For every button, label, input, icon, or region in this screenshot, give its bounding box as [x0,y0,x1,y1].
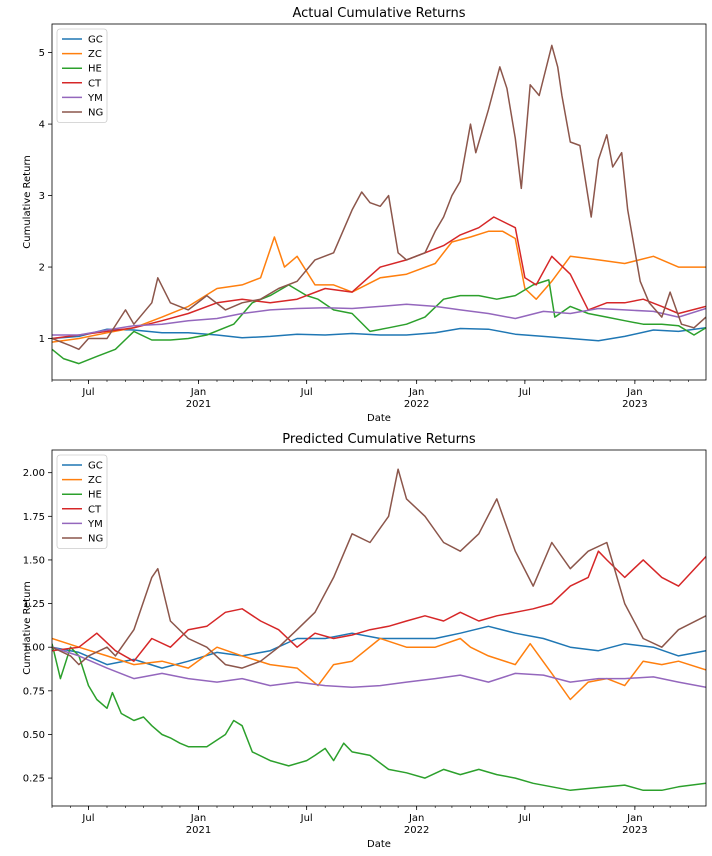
series-line-zc [52,637,706,701]
chart-title: Predicted Cumulative Returns [282,432,476,447]
legend-label: YM [87,93,103,104]
x-tick-label: Jan [626,813,642,824]
y-tick-label: 1.75 [23,512,45,523]
x-tick-label: Jul [300,387,313,398]
x-tick-label: Jan [190,387,206,398]
legend-label: HE [88,64,102,75]
x-tick-label: Jul [518,387,531,398]
legend-box [56,454,108,549]
legend-label: NG [88,534,103,545]
y-axis-label: Cumulative Return [22,155,33,248]
chart-title: Actual Cumulative Returns [292,6,465,21]
legend: GC ZC HE CT YM NG [56,28,108,123]
legend-label: GC [88,461,103,472]
x-tick-year-label: 2021 [186,399,211,410]
series-line-ng [52,468,706,669]
x-tick-label: Jul [81,387,94,398]
x-tick-label: Jul [518,813,531,824]
x-tick-year-label: 2022 [404,825,429,836]
y-tick-label: 5 [39,48,45,59]
y-tick-label: 1 [39,334,45,345]
x-tick-label: Jul [300,813,313,824]
x-tick-label: Jul [81,813,94,824]
y-tick-label: 1.00 [23,643,45,654]
series-line-ym [52,303,706,336]
series-line-ct [52,216,706,340]
x-tick-label: Jan [190,813,206,824]
series-line-ym [52,646,706,689]
series-line-ct [52,550,706,662]
series-line-ng [52,44,706,351]
x-tick-year-label: 2023 [622,399,647,410]
legend-label: YM [87,519,103,530]
series-line-he [52,279,706,365]
series-line-he [52,643,706,792]
legend-label: NG [88,108,103,119]
x-axis-label: Date [367,839,391,850]
x-tick-label: Jan [626,387,642,398]
x-tick-label: Jan [408,387,424,398]
y-tick-label: 3 [39,191,45,202]
x-tick-year-label: 2023 [622,825,647,836]
series-layer [52,468,706,792]
legend-box [56,28,108,123]
y-tick-label: 1.25 [23,599,45,610]
x-tick-label: Jan [408,813,424,824]
y-tick-label: 4 [39,120,45,131]
y-axis-label: Cumulative Return [22,581,33,674]
y-tick-label: 2 [39,263,45,274]
legend-label: ZC [88,475,102,486]
x-axis-label: Date [367,413,391,424]
legend-label: CT [88,78,102,89]
y-tick-label: 0.25 [23,774,45,785]
plot-frame [51,23,707,381]
legend-label: CT [88,504,102,515]
x-tick-year-label: 2021 [186,825,211,836]
series-line-zc [52,230,706,343]
x-tick-year-label: 2022 [404,399,429,410]
y-tick-label: 2.00 [23,468,45,479]
series-layer [52,44,706,365]
legend-label: ZC [88,49,102,60]
legend: GC ZC HE CT YM NG [56,454,108,549]
legend-label: GC [88,35,103,46]
y-tick-label: 0.50 [23,730,45,741]
plot-frame [51,449,707,807]
legend-label: HE [88,490,102,501]
y-tick-label: 0.75 [23,686,45,697]
y-tick-label: 1.50 [23,555,45,566]
series-line-gc [52,327,706,342]
